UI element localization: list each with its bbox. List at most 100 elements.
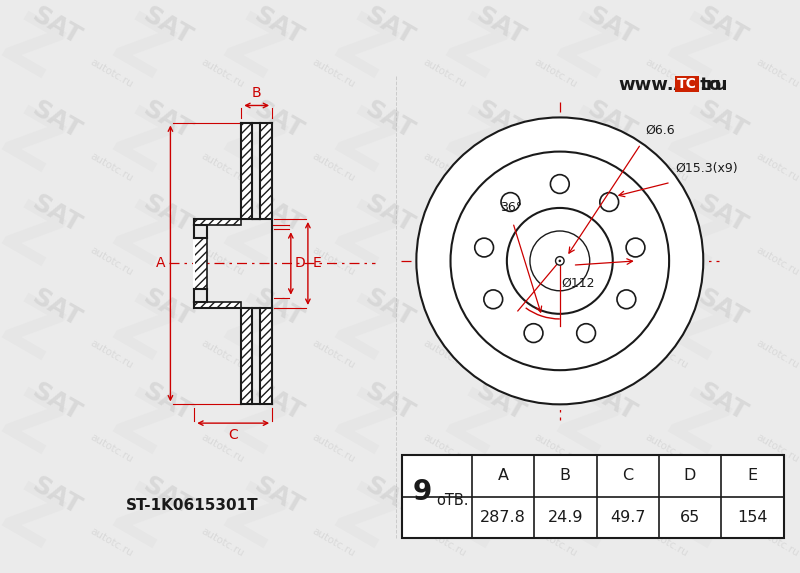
Text: Z: Z (323, 478, 403, 564)
Text: Z: Z (0, 291, 70, 376)
Bar (260, 308, 272, 405)
Text: autotc.ru: autotc.ru (422, 57, 468, 89)
Text: SAT: SAT (27, 190, 85, 237)
Text: autotc.ru: autotc.ru (310, 527, 357, 559)
Text: SAT: SAT (138, 2, 196, 49)
Text: Z: Z (102, 197, 182, 282)
Text: SAT: SAT (471, 190, 529, 237)
Text: autotc.ru: autotc.ru (532, 57, 578, 89)
Text: Z: Z (323, 197, 403, 282)
Text: B: B (560, 468, 571, 483)
Bar (242, 123, 251, 219)
Bar (260, 308, 272, 405)
Text: SAT: SAT (582, 96, 640, 143)
Text: autotc.ru: autotc.ru (310, 339, 357, 371)
Text: SAT: SAT (582, 190, 640, 237)
Circle shape (555, 257, 564, 265)
Text: autotc.ru: autotc.ru (88, 151, 134, 183)
Text: Z: Z (546, 197, 626, 282)
Text: autotc.ru: autotc.ru (532, 151, 578, 183)
Text: SAT: SAT (250, 96, 306, 143)
Text: Z: Z (0, 384, 70, 470)
Text: Z: Z (102, 9, 182, 95)
Bar (194, 219, 242, 225)
Text: TC: TC (677, 77, 697, 91)
Text: Z: Z (657, 478, 736, 564)
Text: Z: Z (434, 478, 514, 564)
Text: autotc.ru: autotc.ru (199, 245, 246, 277)
Text: Z: Z (102, 384, 182, 470)
Circle shape (474, 238, 494, 257)
Text: .ru: .ru (699, 76, 727, 93)
Text: SAT: SAT (360, 284, 418, 331)
Text: Z: Z (434, 384, 514, 470)
Text: SAT: SAT (360, 472, 418, 519)
Text: autotc.ru: autotc.ru (754, 527, 800, 559)
Text: Z: Z (102, 291, 182, 376)
Text: Z: Z (102, 103, 182, 189)
Circle shape (530, 231, 590, 291)
Text: autotc.ru: autotc.ru (643, 527, 690, 559)
Text: SAT: SAT (250, 190, 306, 237)
Bar (194, 302, 242, 308)
Text: Z: Z (434, 9, 514, 95)
Text: SAT: SAT (360, 96, 418, 143)
Text: SAT: SAT (27, 284, 85, 331)
Text: Z: Z (434, 197, 514, 282)
Circle shape (416, 117, 703, 405)
Text: SAT: SAT (582, 2, 640, 49)
Text: SAT: SAT (694, 190, 750, 237)
Text: autotc.ru: autotc.ru (643, 245, 690, 277)
Circle shape (577, 324, 595, 343)
Text: Z: Z (213, 291, 292, 376)
Text: D: D (684, 468, 696, 483)
Text: SAT: SAT (582, 284, 640, 331)
Circle shape (626, 238, 645, 257)
Text: 65: 65 (680, 510, 700, 525)
Circle shape (450, 152, 669, 370)
Text: autotc.ru: autotc.ru (422, 245, 468, 277)
Bar (260, 123, 272, 219)
Text: Ø6.6: Ø6.6 (646, 124, 675, 137)
Text: 287.8: 287.8 (480, 510, 526, 525)
Text: autotc.ru: autotc.ru (643, 433, 690, 465)
Text: Z: Z (213, 9, 292, 95)
Text: autotc.ru: autotc.ru (754, 433, 800, 465)
Text: SAT: SAT (694, 2, 750, 49)
Text: SAT: SAT (250, 378, 306, 425)
Text: Z: Z (0, 9, 70, 95)
Text: SAT: SAT (360, 378, 418, 425)
Text: Z: Z (323, 103, 403, 189)
Text: SAT: SAT (694, 378, 750, 425)
Text: E: E (312, 257, 321, 270)
Text: autotc.ru: autotc.ru (754, 245, 800, 277)
Text: SAT: SAT (138, 472, 196, 519)
Text: autotc.ru: autotc.ru (88, 57, 134, 89)
Text: SAT: SAT (250, 472, 306, 519)
Bar (193, 238, 195, 289)
Text: autotc.ru: autotc.ru (422, 527, 468, 559)
Bar (242, 308, 251, 405)
Circle shape (617, 290, 636, 309)
Text: 24.9: 24.9 (548, 510, 583, 525)
Text: 9: 9 (413, 478, 432, 507)
Text: autotc.ru: autotc.ru (310, 151, 357, 183)
Text: autotc.ru: autotc.ru (643, 339, 690, 371)
Text: autotc.ru: autotc.ru (532, 433, 578, 465)
Bar (194, 219, 242, 225)
Text: Z: Z (102, 478, 182, 564)
Text: 154: 154 (737, 510, 768, 525)
Text: SAT: SAT (471, 284, 529, 331)
Text: C: C (228, 428, 238, 442)
Text: autotc.ru: autotc.ru (88, 433, 134, 465)
Text: Z: Z (657, 103, 736, 189)
Text: A: A (498, 468, 509, 483)
Text: SAT: SAT (694, 472, 750, 519)
Text: SAT: SAT (27, 378, 85, 425)
Text: Z: Z (546, 478, 626, 564)
Circle shape (484, 290, 502, 309)
Text: Z: Z (213, 384, 292, 470)
Text: autotc.ru: autotc.ru (199, 339, 246, 371)
Bar (194, 302, 242, 308)
Circle shape (558, 260, 561, 262)
